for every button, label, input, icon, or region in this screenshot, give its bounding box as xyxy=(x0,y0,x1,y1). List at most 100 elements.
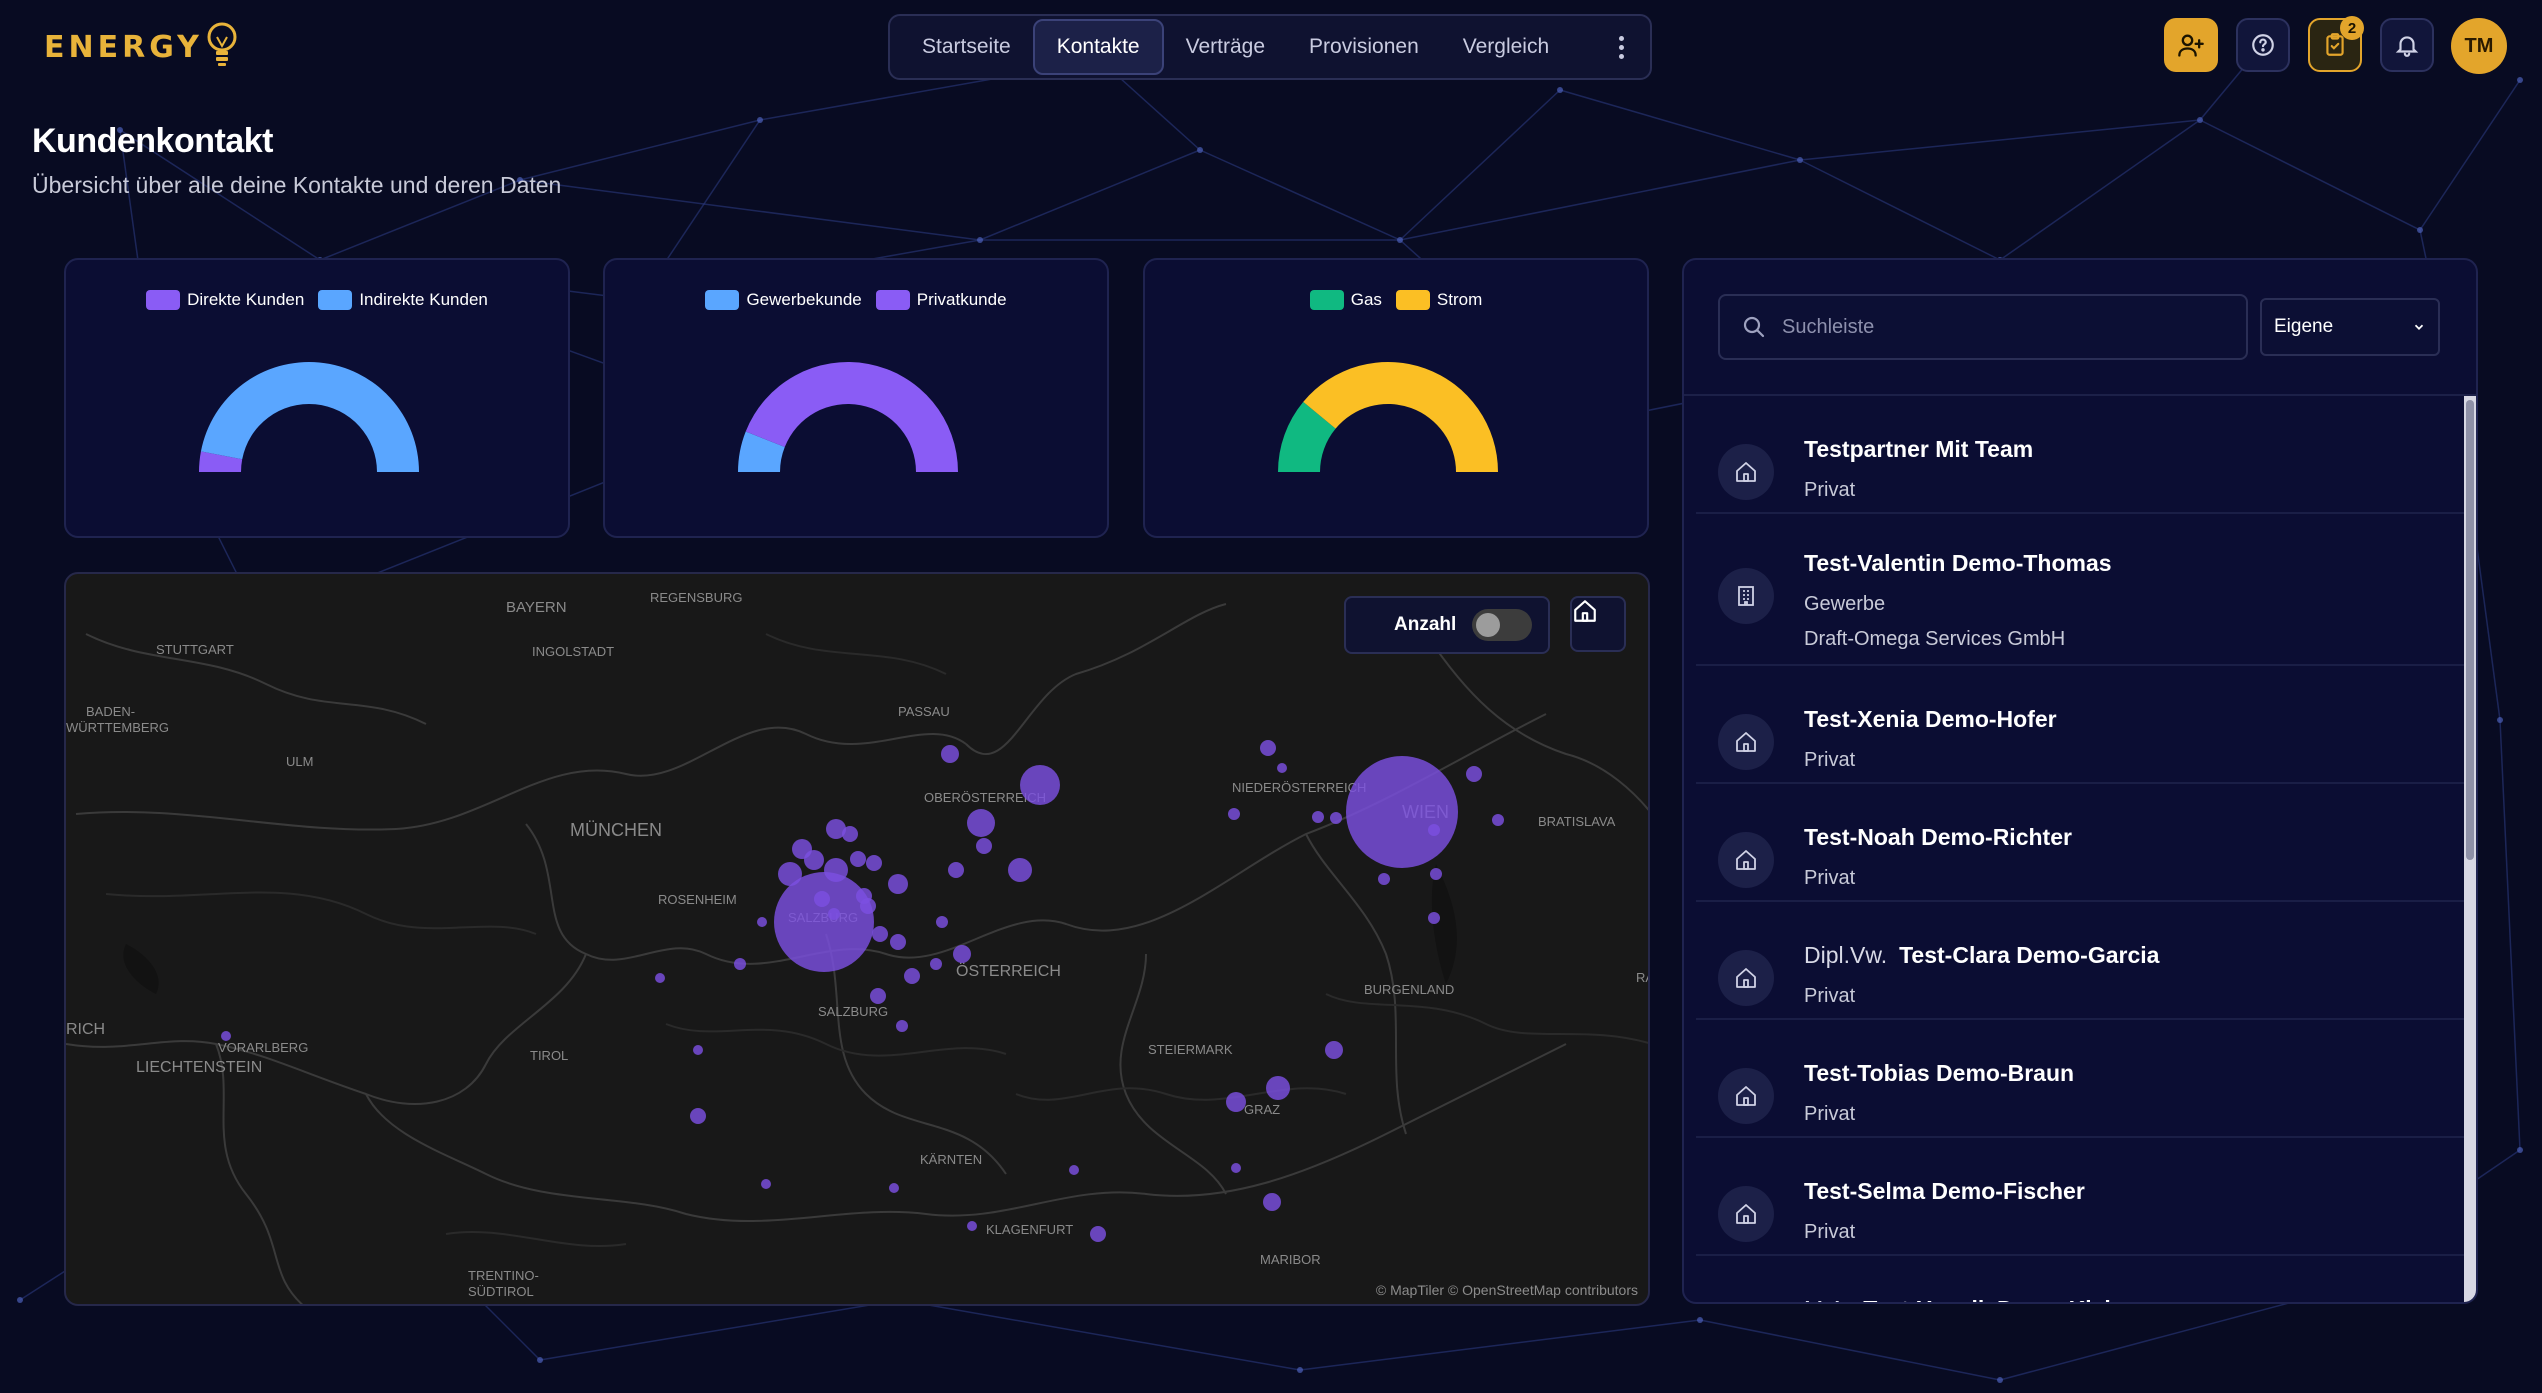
map-cluster-marker[interactable] xyxy=(842,826,858,842)
map-cluster-marker[interactable] xyxy=(1277,763,1287,773)
contact-list-item[interactable]: Testpartner Mit Team Privat xyxy=(1696,396,2476,514)
map-cluster-marker[interactable] xyxy=(1008,858,1032,882)
map-cluster-marker[interactable] xyxy=(1020,765,1060,805)
map-cluster-marker[interactable] xyxy=(1325,1041,1343,1059)
tab-provisionen[interactable]: Provisionen xyxy=(1309,35,1419,58)
contact-list-item[interactable]: Test-Tobias Demo-Braun Privat xyxy=(1696,1020,2476,1138)
legend-item[interactable]: Strom xyxy=(1395,290,1482,310)
donut-slice-gewerbekunde[interactable] xyxy=(738,431,785,472)
contact-list-item[interactable]: M.A.Test-Yannik Demo-KleinPrivat xyxy=(1696,1256,2476,1302)
map-cluster-marker[interactable] xyxy=(889,1183,899,1193)
map-cluster-marker[interactable] xyxy=(904,968,920,984)
map-cluster-marker[interactable] xyxy=(890,934,906,950)
map-cluster-marker[interactable] xyxy=(866,855,882,871)
map-cluster-marker[interactable] xyxy=(941,745,959,763)
map-cluster-marker[interactable] xyxy=(221,1031,231,1041)
map-cluster-marker[interactable] xyxy=(870,988,886,1004)
tab-vergleich[interactable]: Vergleich xyxy=(1462,35,1550,58)
map-cluster-marker[interactable] xyxy=(967,809,995,837)
map-cluster-marker[interactable] xyxy=(774,872,874,972)
map-canvas[interactable]: BAYERN REGENSBURG STUTTGART INGOLSTADT BADEN… xyxy=(66,574,1650,1306)
map-cluster-marker[interactable] xyxy=(734,958,746,970)
tasks-button[interactable]: 2 xyxy=(2308,16,2364,72)
map-cluster-marker[interactable] xyxy=(828,908,840,920)
contact-list-item[interactable]: Dipl.Vw. Test-Clara Demo-Garcia Privat xyxy=(1696,902,2476,1020)
map-cluster-marker[interactable] xyxy=(936,916,948,928)
map-cluster-marker[interactable] xyxy=(1466,766,1482,782)
contact-type: Privat xyxy=(1804,749,1856,771)
donut-chart xyxy=(199,362,419,472)
legend-item[interactable]: Gas xyxy=(1309,290,1382,310)
contact-list-item[interactable]: Test-Noah Demo-Richter Privat xyxy=(1696,784,2476,902)
map-cluster-marker[interactable] xyxy=(872,926,888,942)
notifications-button[interactable] xyxy=(2380,18,2434,72)
map-attribution[interactable]: © MapTiler © OpenStreetMap contributors xyxy=(1375,1282,1638,1298)
map-cluster-marker[interactable] xyxy=(948,862,964,878)
tab-vertraege[interactable]: Verträge xyxy=(1185,35,1266,58)
legend-item[interactable]: Privatkunde xyxy=(875,290,1007,310)
map-cluster-marker[interactable] xyxy=(1228,808,1240,820)
map-cluster-marker[interactable] xyxy=(896,1020,908,1032)
map-cluster-marker[interactable] xyxy=(850,851,866,867)
contact-filter-select[interactable]: Eigene xyxy=(2260,298,2440,356)
count-toggle[interactable] xyxy=(1472,609,1532,641)
map-cluster-marker[interactable] xyxy=(1492,814,1504,826)
more-vertical-icon[interactable] xyxy=(1613,30,1630,65)
map-cluster-marker[interactable] xyxy=(1430,868,1442,880)
map-cluster-marker[interactable] xyxy=(824,858,848,882)
map-cluster-marker[interactable] xyxy=(778,862,802,886)
map-cluster-marker[interactable] xyxy=(1346,756,1458,868)
map-cluster-marker[interactable] xyxy=(888,874,908,894)
map-cluster-marker[interactable] xyxy=(976,838,992,854)
map-cluster-marker[interactable] xyxy=(860,898,876,914)
map-place-label: GRAZ xyxy=(1244,1102,1280,1117)
user-avatar[interactable]: TM xyxy=(2451,18,2507,74)
map-cluster-marker[interactable] xyxy=(1231,1163,1241,1173)
map-cluster-marker[interactable] xyxy=(967,1221,977,1231)
map-cluster-marker[interactable] xyxy=(690,1108,706,1124)
legend-item[interactable]: Gewerbekunde xyxy=(705,290,862,310)
tab-startseite[interactable]: Startseite xyxy=(922,35,1011,58)
map-cluster-marker[interactable] xyxy=(1428,824,1440,836)
scrollbar-thumb[interactable] xyxy=(2466,400,2474,860)
donut-slice-strom[interactable] xyxy=(1303,362,1498,472)
contact-list[interactable]: Testpartner Mit Team Privat Test-Valentin … xyxy=(1696,396,2476,1302)
map-cluster-marker[interactable] xyxy=(655,973,665,983)
map-cluster-marker[interactable] xyxy=(1312,811,1324,823)
map-cluster-marker[interactable] xyxy=(1378,873,1390,885)
map-cluster-marker[interactable] xyxy=(1266,1076,1290,1100)
map-cluster-marker[interactable] xyxy=(792,839,812,859)
contact-list-item[interactable]: Test-Valentin Demo-Thomas Gewerbe Draft-Om… xyxy=(1696,514,2476,666)
contacts-map[interactable]: BAYERN REGENSBURG STUTTGART INGOLSTADT BADEN… xyxy=(64,572,1650,1306)
donut-slice-gas[interactable] xyxy=(1278,401,1336,472)
map-cluster-marker[interactable] xyxy=(1330,812,1342,824)
tab-kontakte[interactable]: Kontakte xyxy=(1032,19,1164,75)
map-cluster-marker[interactable] xyxy=(930,958,942,970)
map-cluster-marker[interactable] xyxy=(1090,1226,1106,1242)
map-cluster-marker[interactable] xyxy=(757,917,767,927)
help-button[interactable] xyxy=(2236,18,2290,72)
legend-item[interactable]: Indirekte Kunden xyxy=(318,290,488,310)
donut-slice-direkte-kunden[interactable] xyxy=(199,451,243,472)
donut-slice-indirekte-kunden[interactable] xyxy=(200,362,419,472)
map-cluster-marker[interactable] xyxy=(761,1179,771,1189)
map-cluster-marker[interactable] xyxy=(1226,1092,1246,1112)
legend-item[interactable]: Direkte Kunden xyxy=(146,290,304,310)
search-input[interactable] xyxy=(1780,314,2204,340)
map-cluster-marker[interactable] xyxy=(826,819,846,839)
app-logo[interactable]: ENERGY xyxy=(44,20,239,75)
contact-list-item[interactable]: Test-Selma Demo-Fischer Privat xyxy=(1696,1138,2476,1256)
search-bar[interactable] xyxy=(1718,294,2248,360)
map-cluster-marker[interactable] xyxy=(1263,1193,1281,1211)
map-cluster-marker[interactable] xyxy=(1260,740,1276,756)
map-cluster-marker[interactable] xyxy=(1428,912,1440,924)
map-cluster-marker[interactable] xyxy=(693,1045,703,1055)
map-cluster-marker[interactable] xyxy=(953,945,971,963)
map-home-button[interactable] xyxy=(1570,596,1626,652)
contact-list-item[interactable]: Test-Xenia Demo-Hofer Privat xyxy=(1696,666,2476,784)
map-cluster-marker[interactable] xyxy=(814,891,830,907)
map-cluster-marker[interactable] xyxy=(1069,1165,1079,1175)
map-place-label: KLAGENFURT xyxy=(986,1222,1073,1237)
add-contact-button[interactable] xyxy=(2164,18,2218,72)
donut-slice-privatkunde[interactable] xyxy=(745,362,958,472)
